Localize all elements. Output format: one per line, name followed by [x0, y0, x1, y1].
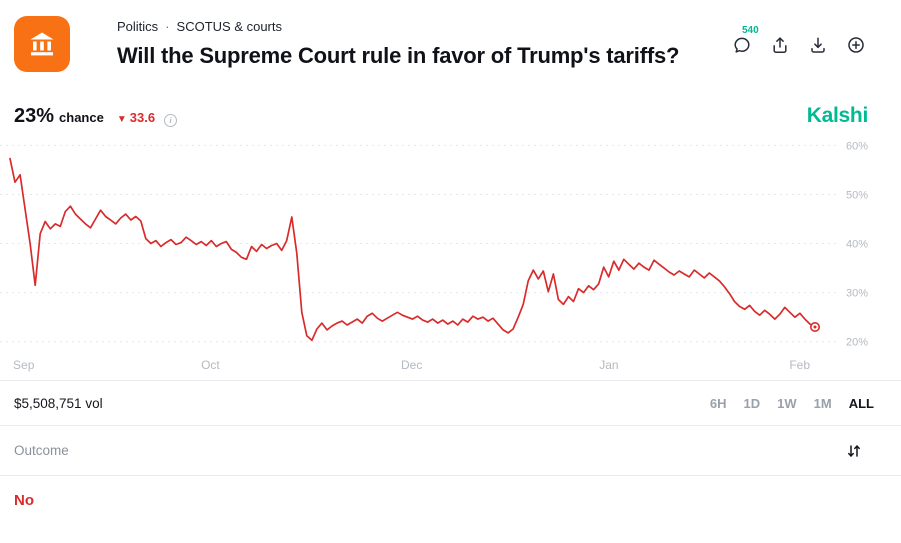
range-button-1m[interactable]: 1M [813, 395, 832, 411]
range-button-6h[interactable]: 6H [709, 395, 727, 411]
x-axis-label: Jan [599, 358, 618, 372]
info-icon[interactable]: i [164, 114, 178, 127]
market-category-icon [14, 16, 70, 72]
market-stats-row: 23% chance ▼ 33.6 i Kalshi [0, 104, 901, 128]
add-to-watchlist-button[interactable] [847, 36, 865, 54]
breadcrumb-category[interactable]: Politics [117, 19, 159, 34]
comments-count-badge: 540 [742, 25, 759, 36]
y-axis-label: 30% [846, 288, 868, 300]
plus-circle-icon [848, 37, 864, 53]
volume-label: $5,508,751 vol [14, 395, 103, 411]
volume-row: $5,508,751 vol 6H 1D 1W 1M ALL [0, 380, 901, 425]
outcome-no-label: No [14, 492, 34, 509]
chance-value: 23% [14, 105, 55, 127]
chat-bubble-icon [734, 37, 750, 53]
sort-button[interactable] [846, 443, 862, 459]
kalshi-logo[interactable]: Kalshi [806, 104, 869, 127]
x-axis-label: Oct [201, 358, 220, 372]
y-axis-label: 20% [846, 337, 868, 349]
y-axis-label: 50% [846, 190, 868, 202]
x-axis-label: Sep [13, 358, 35, 372]
bank-icon [30, 32, 54, 56]
down-triangle-icon: ▼ [116, 114, 127, 125]
y-axis-label: 60% [846, 140, 868, 152]
breadcrumb-subcategory[interactable]: SCOTUS & courts [176, 19, 282, 34]
page-title: Will the Supreme Court rule in favor of … [117, 43, 680, 68]
current-price-dot [813, 325, 817, 329]
price-change-value: 33.6 [129, 110, 156, 125]
comments-button[interactable]: 540 [733, 25, 759, 54]
price-chart-svg[interactable]: 60% 50% 40% 30% 20% Sep Oct Dec Jan Feb [0, 132, 901, 378]
x-axis-label: Feb [789, 358, 810, 372]
header-actions: 540 [733, 25, 865, 54]
chance-label: chance [59, 110, 104, 125]
breadcrumb: Politics · SCOTUS & courts [117, 19, 679, 34]
share-icon [773, 37, 787, 53]
price-change: ▼ 33.6 [117, 110, 155, 125]
outcome-header-row: Outcome [0, 425, 901, 475]
range-button-all[interactable]: ALL [848, 395, 874, 411]
range-buttons: 6H 1D 1W 1M ALL [710, 396, 874, 411]
y-axis-label: 40% [846, 239, 868, 251]
price-line [9, 157, 816, 342]
range-button-1d[interactable]: 1D [743, 395, 761, 411]
download-button[interactable] [809, 36, 827, 54]
market-header: Politics · SCOTUS & courts Will the Supr… [0, 0, 901, 72]
x-axis-label: Dec [401, 358, 422, 372]
price-chart[interactable]: 60% 50% 40% 30% 20% Sep Oct Dec Jan Feb [0, 132, 901, 378]
sort-arrows-icon [848, 444, 860, 457]
outcome-row-no[interactable]: No [0, 475, 901, 510]
download-icon [811, 37, 825, 53]
share-button[interactable] [771, 36, 789, 54]
range-button-1w[interactable]: 1W [777, 395, 797, 411]
outcome-column-label: Outcome [14, 443, 69, 458]
breadcrumb-separator: · [165, 19, 170, 34]
